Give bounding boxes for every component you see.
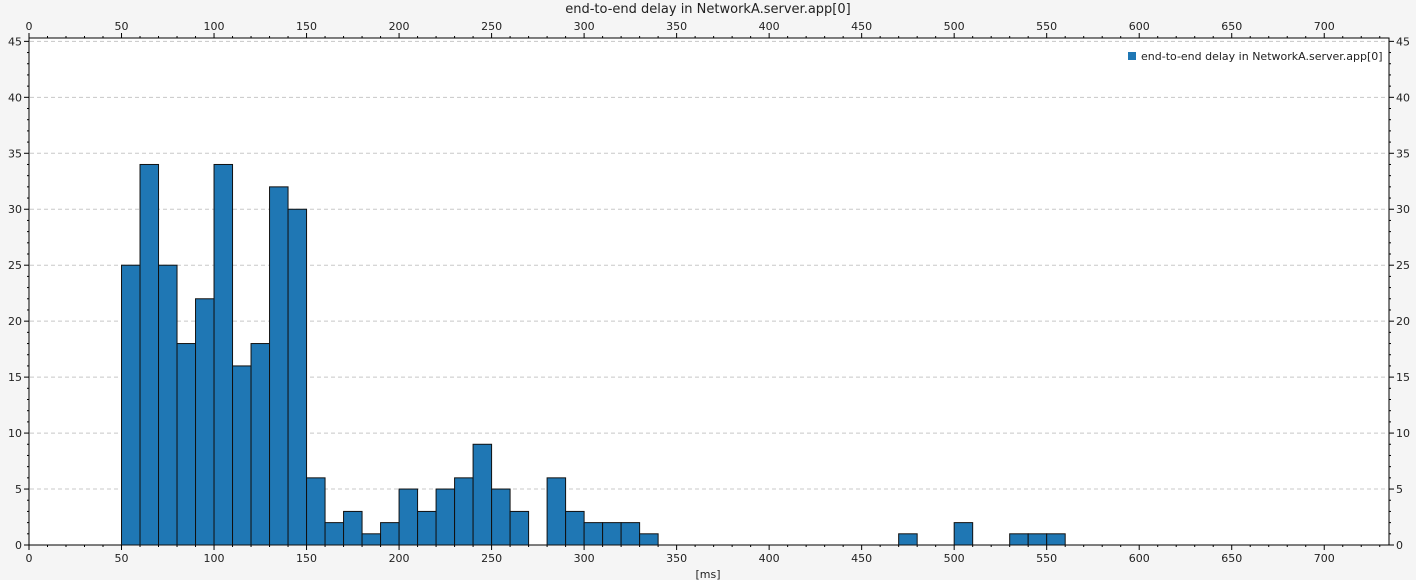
y-tick-label: 40 <box>8 91 22 104</box>
x-tick-label: 550 <box>1036 552 1057 565</box>
x-tick-label-top: 150 <box>296 20 317 33</box>
y-tick-label: 20 <box>8 315 22 328</box>
y-tick-label-right: 25 <box>1396 259 1410 272</box>
histogram-bar <box>898 533 918 546</box>
x-tick-label-top: 550 <box>1036 20 1057 33</box>
histogram-bar <box>639 533 659 546</box>
x-tick-label: 700 <box>1314 552 1335 565</box>
y-tick-label-right: 0 <box>1396 539 1403 552</box>
histogram-bar <box>620 522 641 546</box>
histogram-bar <box>491 488 511 546</box>
legend-swatch <box>1128 52 1136 60</box>
y-tick-label: 15 <box>8 371 22 384</box>
x-tick-label: 100 <box>204 552 225 565</box>
x-tick-label-top: 300 <box>574 20 595 33</box>
y-tick-label: 45 <box>8 35 22 48</box>
x-tick-label: 250 <box>481 552 502 565</box>
histogram-bar <box>454 477 474 546</box>
x-tick-label: 150 <box>296 552 317 565</box>
x-tick-label-top: 600 <box>1129 20 1150 33</box>
legend-label: end-to-end delay in NetworkA.server.app[… <box>1141 50 1383 63</box>
histogram-bar <box>158 264 178 546</box>
histogram-bar <box>361 533 382 546</box>
x-tick-label: 450 <box>851 552 872 565</box>
histogram-bar <box>1046 533 1066 546</box>
x-tick-label-top: 450 <box>851 20 872 33</box>
x-tick-label: 500 <box>944 552 965 565</box>
histogram-bar <box>1009 533 1029 546</box>
histogram-bar <box>546 477 567 546</box>
histogram-bar <box>472 443 493 546</box>
y-tick-label-right: 5 <box>1396 483 1403 496</box>
x-tick-label: 0 <box>26 552 33 565</box>
x-tick-label: 300 <box>574 552 595 565</box>
histogram-bar <box>176 343 197 546</box>
y-tick-label-right: 45 <box>1396 35 1410 48</box>
y-tick-label: 10 <box>8 427 22 440</box>
x-tick-label: 350 <box>666 552 687 565</box>
histogram-bar <box>343 510 363 546</box>
x-tick-label: 400 <box>759 552 780 565</box>
histogram-bar <box>139 163 160 546</box>
x-tick-label-top: 0 <box>26 20 33 33</box>
x-tick-label-top: 650 <box>1221 20 1242 33</box>
x-tick-label: 600 <box>1129 552 1150 565</box>
histogram-bars <box>121 163 1066 546</box>
y-tick-label: 25 <box>8 259 22 272</box>
histogram-bar <box>269 186 289 546</box>
histogram-bar <box>380 522 400 546</box>
histogram-bar <box>398 488 419 546</box>
y-tick-label: 5 <box>15 483 22 496</box>
histogram-bar <box>953 522 974 546</box>
x-tick-label-top: 50 <box>115 20 129 33</box>
histogram-bar <box>435 488 456 546</box>
y-tick-label-right: 10 <box>1396 427 1410 440</box>
histogram-bar <box>287 208 308 546</box>
histogram-bar <box>509 510 530 546</box>
legend: end-to-end delay in NetworkA.server.app[… <box>1128 50 1383 63</box>
axes: 0050501001001501502002002502503003003503… <box>8 20 1410 565</box>
y-tick-label-right: 20 <box>1396 315 1410 328</box>
y-tick-label-right: 30 <box>1396 203 1410 216</box>
y-tick-label: 35 <box>8 147 22 160</box>
x-axis-label: [ms] <box>695 568 720 580</box>
x-tick-label-top: 100 <box>204 20 225 33</box>
x-tick-label-top: 700 <box>1314 20 1335 33</box>
y-tick-label-right: 15 <box>1396 371 1410 384</box>
y-tick-label: 0 <box>15 539 22 552</box>
x-tick-label-top: 500 <box>944 20 965 33</box>
histogram-bar <box>121 264 141 546</box>
histogram-bar <box>213 163 234 546</box>
x-tick-label-top: 350 <box>666 20 687 33</box>
histogram-bar <box>324 522 345 546</box>
x-tick-label: 50 <box>115 552 129 565</box>
x-tick-label: 200 <box>389 552 410 565</box>
x-tick-label-top: 200 <box>389 20 410 33</box>
x-tick-label-top: 250 <box>481 20 502 33</box>
histogram-bar <box>232 365 252 546</box>
y-tick-label: 30 <box>8 203 22 216</box>
histogram-bar <box>565 510 585 546</box>
y-tick-label-right: 35 <box>1396 147 1410 160</box>
histogram-bar <box>306 477 326 546</box>
y-tick-label-right: 40 <box>1396 91 1410 104</box>
chart-title: end-to-end delay in NetworkA.server.app[… <box>565 2 850 17</box>
histogram-bar <box>583 522 604 546</box>
histogram-bar <box>250 343 271 546</box>
histogram-bar <box>1027 533 1048 546</box>
x-tick-label-top: 400 <box>759 20 780 33</box>
histogram-bar <box>195 298 215 546</box>
histogram-bar <box>602 522 622 546</box>
histogram-bar <box>417 510 437 546</box>
x-tick-label: 650 <box>1221 552 1242 565</box>
